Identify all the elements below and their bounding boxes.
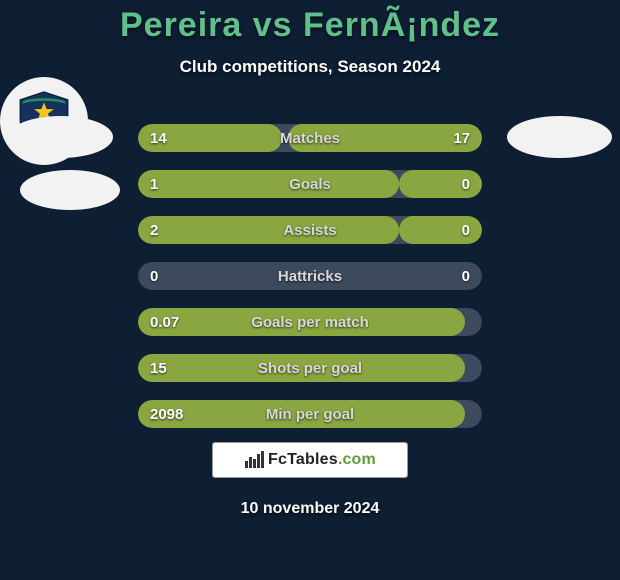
content-root: Pereira vs FernÃ¡ndez Club competitions,… [0, 0, 620, 580]
player-left-logo-1 [8, 116, 113, 158]
stats-bars: Matches1417Goals10Assists20Hattricks00Go… [138, 124, 482, 446]
stat-value-left: 14 [150, 124, 167, 152]
stat-value-left: 2098 [150, 400, 183, 428]
stat-row: Matches14 17 [138, 124, 482, 152]
stat-row: Goals1 0 [138, 170, 482, 198]
stat-row: Shots per goal15 [138, 354, 482, 382]
player-right-logo-1 [507, 116, 612, 158]
stat-row: Hattricks0 0 [138, 262, 482, 290]
stat-value-right: 0 [462, 216, 470, 244]
page-title: Pereira vs FernÃ¡ndez [0, 6, 620, 45]
brand-watermark: FcTables.com [212, 442, 408, 478]
date-text: 10 november 2024 [0, 500, 620, 518]
stat-value-left: 2 [150, 216, 158, 244]
stat-label: Assists [138, 216, 482, 244]
stat-label: Matches [138, 124, 482, 152]
stat-value-right: 0 [462, 170, 470, 198]
brand-suffix: .com [338, 451, 376, 468]
stat-label: Min per goal [138, 400, 482, 428]
stat-label: Shots per goal [138, 354, 482, 382]
page-subtitle: Club competitions, Season 2024 [0, 57, 620, 77]
stat-value-right: 0 [462, 262, 470, 290]
stat-label: Goals per match [138, 308, 482, 336]
brand-text: FcTables.com [268, 451, 376, 469]
stat-label: Goals [138, 170, 482, 198]
stat-row: Assists2 0 [138, 216, 482, 244]
stat-value-left: 1 [150, 170, 158, 198]
stat-row: Min per goal2098 [138, 400, 482, 428]
stat-row: Goals per match0.07 [138, 308, 482, 336]
chart-bars-icon [244, 451, 264, 469]
stat-value-left: 15 [150, 354, 167, 382]
brand-name: FcTables [268, 451, 338, 468]
player-left-logo-2 [20, 170, 120, 210]
stat-value-left: 0.07 [150, 308, 179, 336]
stat-value-right: 17 [453, 124, 470, 152]
stat-label: Hattricks [138, 262, 482, 290]
stat-value-left: 0 [150, 262, 158, 290]
